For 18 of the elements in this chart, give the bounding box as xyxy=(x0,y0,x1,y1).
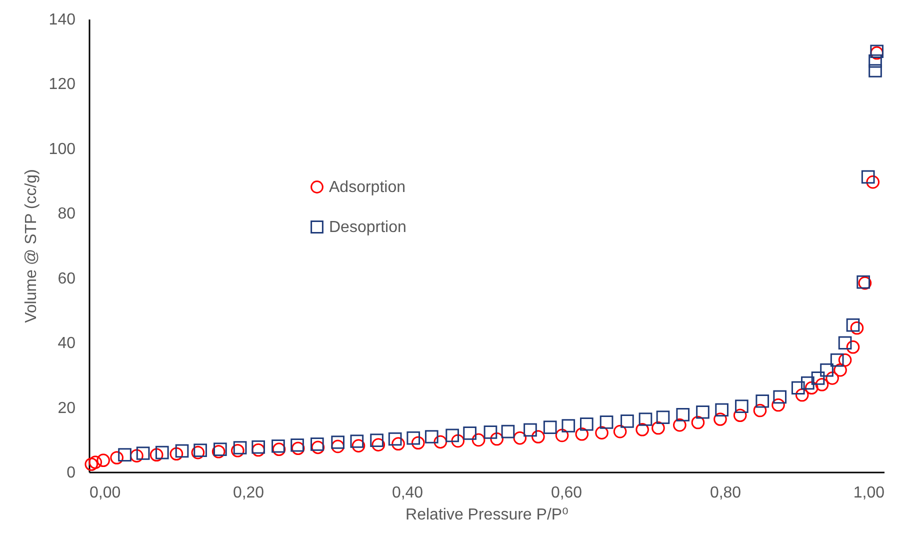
x-tick-label: 0,20 xyxy=(232,484,264,502)
y-tick-label: 100 xyxy=(48,140,76,158)
y-tick-label: 80 xyxy=(58,206,76,223)
x-tick-label: 0,60 xyxy=(550,484,582,502)
x-tick-label: 0,00 xyxy=(90,484,121,502)
y-tick-label: 20 xyxy=(58,400,76,417)
x-tick-label: 1,00 xyxy=(853,484,885,502)
y-tick-label: 0 xyxy=(66,464,76,482)
x-axis-title: Relative Pressure P/P⁰ xyxy=(406,506,568,524)
y-tick-label: 120 xyxy=(48,76,76,94)
legend-label: Desoprtion xyxy=(329,219,406,236)
y-tick-label: 140 xyxy=(48,12,76,28)
y-tick-label: 60 xyxy=(58,270,76,288)
legend-label: Adsorption xyxy=(329,179,406,196)
x-tick-label: 0,40 xyxy=(392,484,424,502)
x-tick-label: 0,80 xyxy=(710,484,742,502)
y-tick-label: 40 xyxy=(58,335,76,352)
y-axis-title: Volume @ STP (cc/g) xyxy=(22,169,40,323)
